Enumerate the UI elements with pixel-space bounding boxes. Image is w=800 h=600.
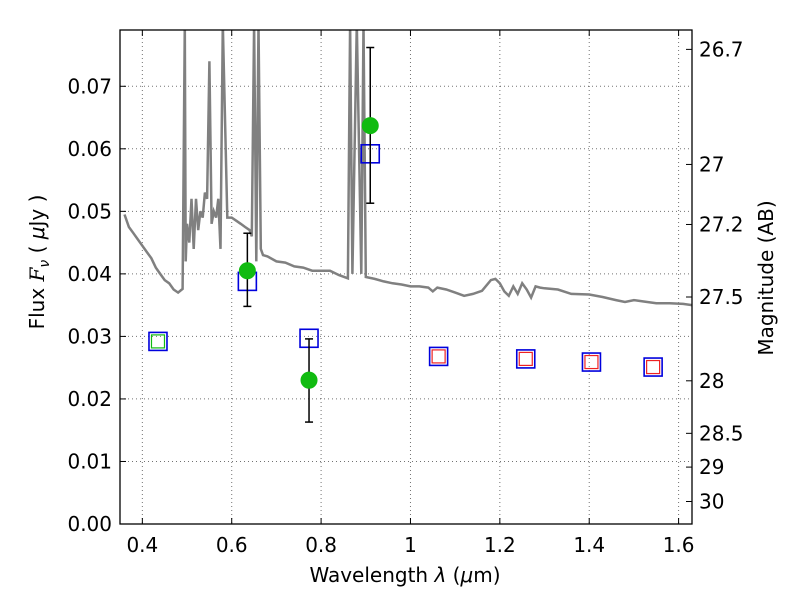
y-tick-label: 0.05 bbox=[67, 199, 112, 223]
spectrum-layer bbox=[123, 30, 692, 307]
y-tick-label: 0.02 bbox=[67, 387, 112, 411]
model-photometry-inner-square bbox=[431, 349, 446, 364]
y2-tick-label: 29 bbox=[699, 455, 724, 479]
y2-axis-label: Magnitude (AB) bbox=[754, 200, 778, 355]
y-tick-label: 0.00 bbox=[67, 512, 112, 536]
y-tick-label: 0.04 bbox=[67, 262, 112, 286]
x-tick-label: 1.6 bbox=[663, 533, 695, 557]
y-tick-label: 0.01 bbox=[67, 449, 112, 473]
y2-tick-label: 27.5 bbox=[699, 285, 744, 309]
x-tick-label: 1.4 bbox=[573, 533, 605, 557]
points-layer bbox=[148, 46, 663, 423]
x-tick-label: 0.4 bbox=[126, 533, 158, 557]
y2-tick-label: 27 bbox=[699, 152, 724, 176]
model-photometry-square bbox=[643, 357, 663, 377]
y2-tick-label: 30 bbox=[699, 489, 724, 513]
x-tick-label: 0.8 bbox=[305, 533, 337, 557]
y2-tick-label: 27.2 bbox=[699, 212, 744, 236]
x-tick-label: 0.6 bbox=[216, 533, 248, 557]
model-photometry-inner-square bbox=[646, 359, 661, 375]
model-photometry-square bbox=[428, 346, 449, 367]
y2-tick-label: 28.5 bbox=[699, 421, 744, 445]
observed-photometry-point bbox=[361, 117, 379, 135]
plot-frame bbox=[119, 29, 693, 525]
model-photometry-inner-square bbox=[584, 354, 599, 370]
x-tick-label: 1 bbox=[404, 533, 417, 557]
model-photometry-square bbox=[515, 349, 536, 369]
y-tick-label: 0.06 bbox=[67, 137, 112, 161]
model-spectrum-line bbox=[123, 30, 692, 307]
y2-tick-label: 28 bbox=[699, 369, 724, 393]
y-axis-label: Flux Fν ( μJy ) bbox=[25, 195, 53, 330]
ticks-layer: 0.4 0.6 0.8 1 1.2 1.4 1.6 0.00 0.01 0.02 0.03 0.04 0… bbox=[67, 30, 744, 557]
y-tick-label: 0.03 bbox=[67, 324, 112, 348]
grid-layer bbox=[120, 30, 692, 525]
y2-tick-label: 26.7 bbox=[699, 37, 744, 61]
observed-photometry-point bbox=[238, 262, 256, 280]
x-tick-label: 1.2 bbox=[484, 533, 516, 557]
model-photometry-square bbox=[148, 331, 168, 352]
observed-photometry-point bbox=[300, 371, 318, 389]
y-tick-label: 0.07 bbox=[67, 74, 112, 98]
x-axis-label: Wavelength λ (μm) bbox=[309, 563, 500, 587]
model-photometry-inner-square bbox=[150, 334, 166, 349]
model-photometry-inner-square bbox=[518, 351, 533, 367]
model-photometry-square bbox=[581, 352, 602, 372]
